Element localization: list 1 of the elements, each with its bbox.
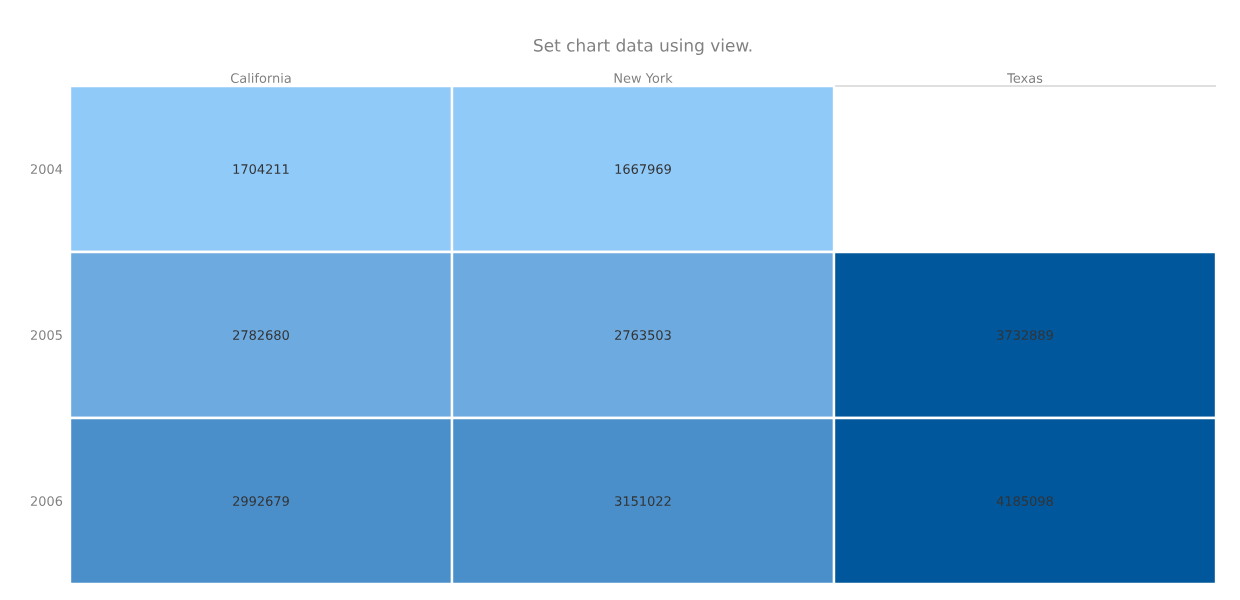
chart-title: Set chart data using view. xyxy=(534,38,752,56)
